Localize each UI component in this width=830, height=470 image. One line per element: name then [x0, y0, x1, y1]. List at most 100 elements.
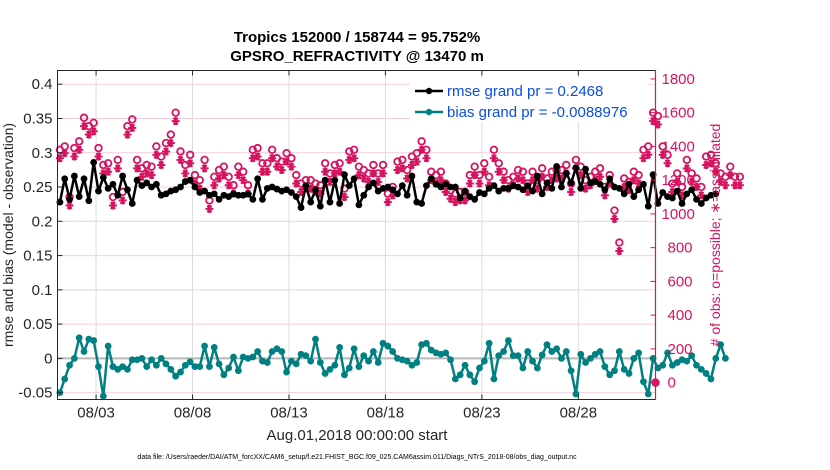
rmse-point [177, 183, 184, 191]
rmse-point [461, 187, 469, 195]
rmse-point [596, 180, 604, 188]
bias-point [369, 348, 377, 355]
bias-point [215, 360, 223, 368]
obs-assimilated-marker [673, 177, 682, 186]
rmse-point [625, 180, 633, 188]
y-right-tick-label: 1600 [662, 105, 695, 122]
bias-point [558, 354, 565, 362]
obs-assimilated-marker [383, 198, 392, 207]
bias-point [447, 356, 454, 364]
rmse-point [577, 184, 585, 192]
rmse-point [456, 194, 464, 202]
rmse-point [451, 183, 459, 191]
obs-assimilated-marker [215, 174, 224, 183]
obs-possible-marker [263, 159, 272, 168]
x-tick-label: 08/08 [174, 405, 212, 422]
obs-assimilated-marker [354, 171, 363, 180]
bias-point [181, 361, 189, 369]
rmse-point [143, 179, 151, 187]
bias-point [722, 354, 729, 362]
rmse-point [668, 194, 676, 202]
rmse-point [249, 195, 257, 203]
obs-possible-marker [735, 172, 745, 181]
obs-assimilated-marker [711, 167, 720, 176]
rmse-point [85, 197, 93, 205]
rmse-point [307, 198, 315, 206]
bias-point [625, 370, 633, 377]
obs-assimilated-marker [663, 159, 672, 168]
obs-possible-marker [571, 155, 581, 165]
obs-possible-marker [378, 160, 388, 170]
bias-point [413, 359, 421, 366]
bias-point [567, 367, 575, 375]
rmse-point [302, 182, 310, 190]
obs-possible-marker [528, 167, 537, 176]
bias-point [456, 371, 464, 379]
bias-point [167, 365, 175, 373]
bias-point [697, 365, 705, 373]
rmse-point [562, 169, 570, 177]
bias-point [331, 361, 339, 369]
rmse-point [70, 172, 78, 180]
obs-assimilated-marker [272, 162, 281, 171]
bias-point [172, 372, 180, 380]
rmse-point [321, 176, 329, 184]
rmse-point [355, 201, 363, 209]
obs-possible-marker [595, 164, 605, 173]
rmse-point [640, 180, 647, 188]
y-right-tick-label: 400 [668, 307, 693, 324]
x-axis-ticks: 08/03 08/08 08/13 08/18 08/23 08/28 [77, 70, 597, 422]
bias-point [336, 344, 344, 351]
rmse-point [567, 179, 575, 187]
bias-point [693, 361, 700, 369]
bias-point [403, 357, 411, 365]
bias-point [143, 363, 151, 370]
bias-point [601, 363, 609, 370]
bias-point [263, 359, 271, 366]
obs-possible-marker [132, 155, 142, 165]
obs-possible-marker [494, 159, 503, 168]
rmse-point [369, 179, 377, 187]
rmse-point [538, 190, 546, 198]
obs-assimilated-marker [567, 187, 576, 196]
obs-possible-marker [726, 162, 735, 171]
rmse-point [316, 202, 324, 210]
obs-possible-marker [166, 130, 176, 139]
bias-point [249, 353, 257, 361]
obs-assimilated-marker [639, 154, 648, 163]
x-tick-label: 08/18 [367, 405, 405, 422]
rmse-point [558, 183, 565, 191]
rmse-point [480, 190, 488, 198]
obs-assimilated-marker [480, 167, 489, 176]
obs-possible-marker [610, 206, 619, 215]
y-axis-right-label: # of obs: o=possible; ∗=assimilated [707, 124, 723, 347]
bias-point [138, 354, 146, 362]
obs-possible-marker [518, 167, 528, 176]
obs-assimilated-marker [287, 162, 296, 171]
obs-assimilated-marker [629, 176, 638, 185]
bias-point [307, 357, 315, 365]
rmse-point [615, 184, 623, 192]
rmse-point [398, 182, 406, 190]
rmse-point [326, 198, 334, 206]
rmse-point [620, 190, 628, 198]
bias-point [210, 344, 218, 351]
obs-possible-marker [258, 159, 267, 168]
obs-possible-marker [537, 164, 547, 173]
bias-point [615, 348, 623, 355]
y-right-tick-label: 600 [668, 273, 693, 290]
bias-point [234, 367, 242, 375]
rmse-point [697, 200, 705, 207]
bias-point [148, 356, 155, 364]
legend-bias-marker [425, 108, 433, 116]
obs-assimilated-marker [181, 169, 190, 178]
obs-possible-marker [292, 170, 301, 180]
obs-possible-marker [480, 159, 489, 168]
rmse-point [254, 175, 262, 183]
bias-point [577, 350, 585, 358]
rmse-point [519, 186, 527, 194]
rmse-point [287, 189, 295, 196]
rmse-point [56, 198, 64, 206]
rmse-point [678, 200, 686, 207]
y-tick-label: 0 [44, 350, 52, 367]
